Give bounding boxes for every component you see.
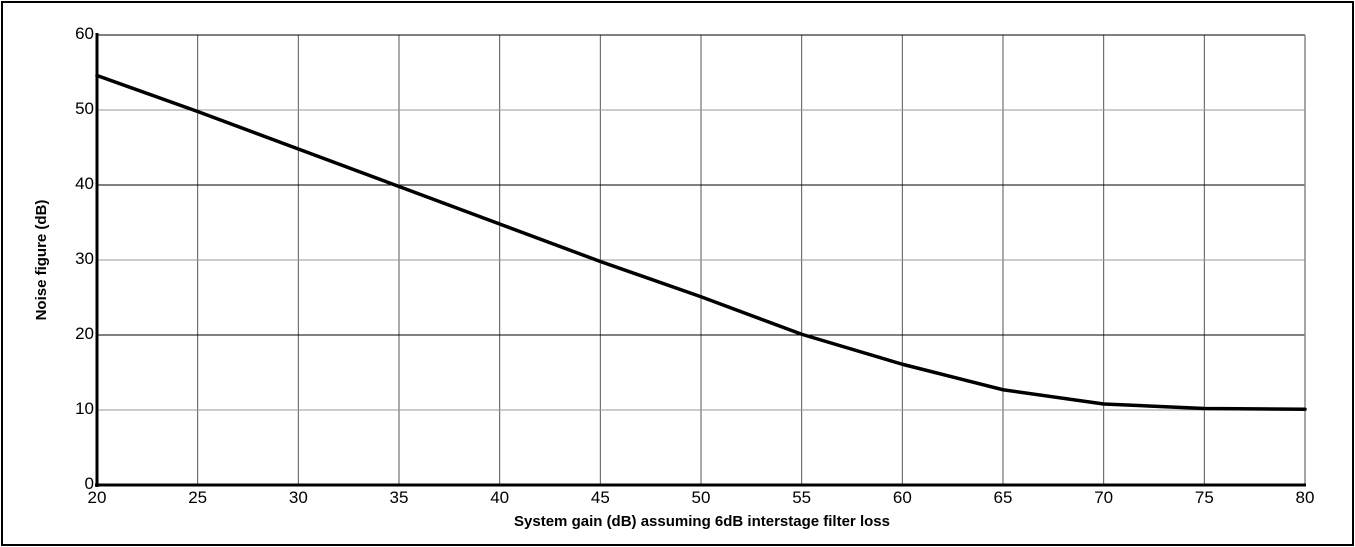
x-tick-label: 60	[893, 488, 912, 507]
grid	[97, 34, 1306, 485]
x-tick-label: 65	[994, 488, 1013, 507]
y-tick-label: 60	[75, 24, 94, 43]
x-tick-label: 20	[88, 488, 107, 507]
x-tick-label: 30	[289, 488, 308, 507]
y-tick-label: 10	[75, 399, 94, 418]
series-layer	[95, 73, 1307, 411]
x-tick-label: 35	[390, 488, 409, 507]
y-tick-label: 50	[75, 99, 94, 118]
y-tick-label: 40	[75, 174, 94, 193]
y-axis-label: Noise figure (dB)	[33, 200, 50, 321]
x-axis-label: System gain (dB) assuming 6dB interstage…	[514, 513, 890, 530]
x-tick-label: 70	[1094, 488, 1113, 507]
y-tick-label: 0	[85, 474, 94, 493]
x-tick-label: 55	[792, 488, 811, 507]
x-tick-label: 80	[1296, 488, 1315, 507]
x-tick-label: 45	[591, 488, 610, 507]
x-tick-label: 40	[490, 488, 509, 507]
y-tick-label: 30	[75, 249, 94, 268]
y-tick-label: 20	[75, 324, 94, 343]
x-tick-label: 75	[1195, 488, 1214, 507]
x-tick-label: 25	[188, 488, 207, 507]
x-tick-label: 50	[692, 488, 711, 507]
tick-labels: 20 25 30 35 40 45 50 55 60 65 70 75 80 0 10 20 30 40 50 60	[75, 24, 1314, 507]
